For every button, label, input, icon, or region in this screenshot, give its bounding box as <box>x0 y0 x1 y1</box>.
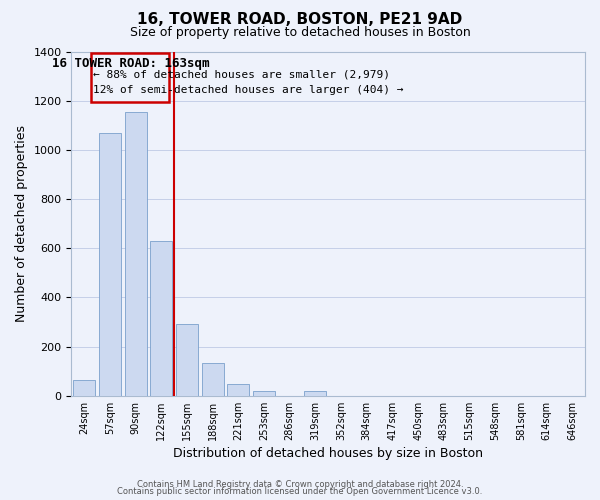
Bar <box>202 362 224 396</box>
Bar <box>125 112 146 396</box>
Bar <box>99 132 121 396</box>
Bar <box>253 391 275 396</box>
Bar <box>151 241 172 396</box>
Y-axis label: Number of detached properties: Number of detached properties <box>15 125 28 322</box>
Bar <box>304 391 326 396</box>
Bar <box>176 324 198 396</box>
Text: 12% of semi-detached houses are larger (404) →: 12% of semi-detached houses are larger (… <box>94 84 404 94</box>
Bar <box>227 384 249 396</box>
Text: Contains public sector information licensed under the Open Government Licence v3: Contains public sector information licen… <box>118 487 482 496</box>
Text: ← 88% of detached houses are smaller (2,979): ← 88% of detached houses are smaller (2,… <box>94 70 391 80</box>
Text: Contains HM Land Registry data © Crown copyright and database right 2024.: Contains HM Land Registry data © Crown c… <box>137 480 463 489</box>
Text: 16, TOWER ROAD, BOSTON, PE21 9AD: 16, TOWER ROAD, BOSTON, PE21 9AD <box>137 12 463 28</box>
X-axis label: Distribution of detached houses by size in Boston: Distribution of detached houses by size … <box>173 447 483 460</box>
Text: Size of property relative to detached houses in Boston: Size of property relative to detached ho… <box>130 26 470 39</box>
FancyBboxPatch shape <box>91 54 169 102</box>
Bar <box>73 380 95 396</box>
Text: 16 TOWER ROAD: 163sqm: 16 TOWER ROAD: 163sqm <box>52 58 209 70</box>
